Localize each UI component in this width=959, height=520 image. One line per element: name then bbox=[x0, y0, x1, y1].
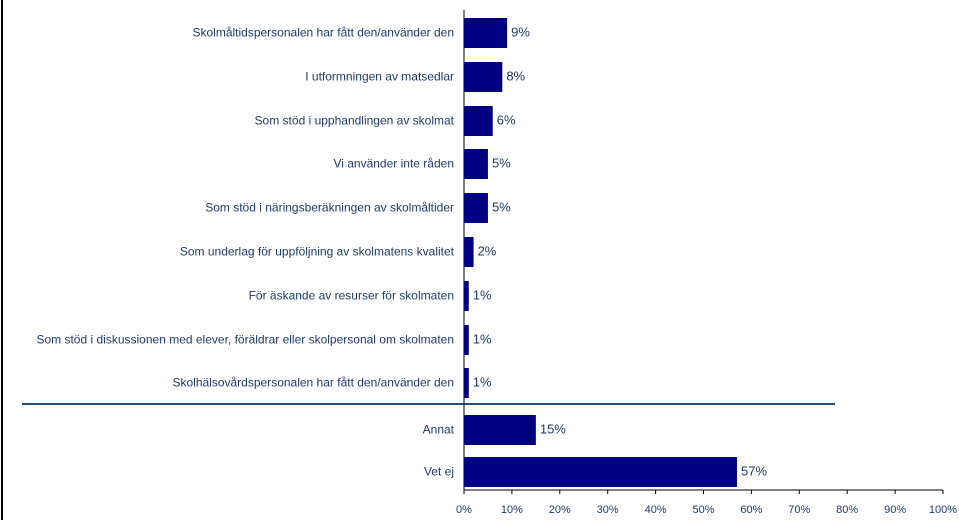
x-tick-label: 60% bbox=[740, 504, 762, 516]
value-label: 1% bbox=[473, 374, 492, 389]
x-tick-label: 70% bbox=[788, 504, 810, 516]
category-label: Vi använder inte råden bbox=[333, 156, 454, 171]
value-label: 2% bbox=[478, 243, 497, 258]
x-tick-label: 90% bbox=[884, 504, 906, 516]
x-tick-label: 10% bbox=[501, 504, 523, 516]
value-label: 6% bbox=[497, 112, 516, 127]
value-label: 57% bbox=[741, 463, 767, 478]
category-label: Vet ej bbox=[423, 464, 454, 479]
value-label: 1% bbox=[473, 287, 492, 302]
bar bbox=[464, 237, 474, 267]
x-tick-label: 30% bbox=[597, 504, 619, 516]
bar bbox=[464, 415, 536, 445]
category-label: Som stöd i diskussionen med elever, förä… bbox=[36, 332, 454, 347]
x-tick-label: 0% bbox=[456, 504, 472, 516]
bar bbox=[464, 457, 738, 487]
category-label: Som underlag för uppföljning av skolmate… bbox=[179, 244, 454, 259]
bar bbox=[464, 62, 503, 92]
bar bbox=[464, 325, 469, 355]
bar bbox=[464, 149, 488, 179]
bar bbox=[464, 106, 493, 136]
category-label: För äskande av resurser för skolmaten bbox=[248, 288, 454, 303]
bar bbox=[464, 368, 469, 398]
value-label: 8% bbox=[506, 68, 525, 83]
value-label: 1% bbox=[473, 331, 492, 346]
bar bbox=[464, 193, 488, 223]
bar bbox=[464, 281, 469, 311]
category-label: Som stöd i näringsberäkningen av skolmål… bbox=[205, 200, 454, 215]
category-label: Skolhälsovårdspersonalen har fått den/an… bbox=[172, 375, 454, 390]
bar bbox=[464, 18, 508, 48]
category-label: Skolmåltidspersonalen har fått den/använ… bbox=[192, 25, 454, 40]
category-label: Som stöd i upphandlingen av skolmat bbox=[254, 113, 454, 128]
x-tick-label: 50% bbox=[692, 504, 714, 516]
value-label: 15% bbox=[540, 421, 566, 436]
value-label: 5% bbox=[492, 199, 511, 214]
x-tick-label: 20% bbox=[549, 504, 571, 516]
x-tick-label: 40% bbox=[645, 504, 667, 516]
value-label: 5% bbox=[492, 155, 511, 170]
category-label: I utformningen av matsedlar bbox=[305, 69, 454, 84]
x-tick-label: 100% bbox=[929, 504, 957, 516]
x-tick-label: 80% bbox=[836, 504, 858, 516]
category-label: Annat bbox=[422, 422, 454, 437]
value-label: 9% bbox=[511, 24, 530, 39]
